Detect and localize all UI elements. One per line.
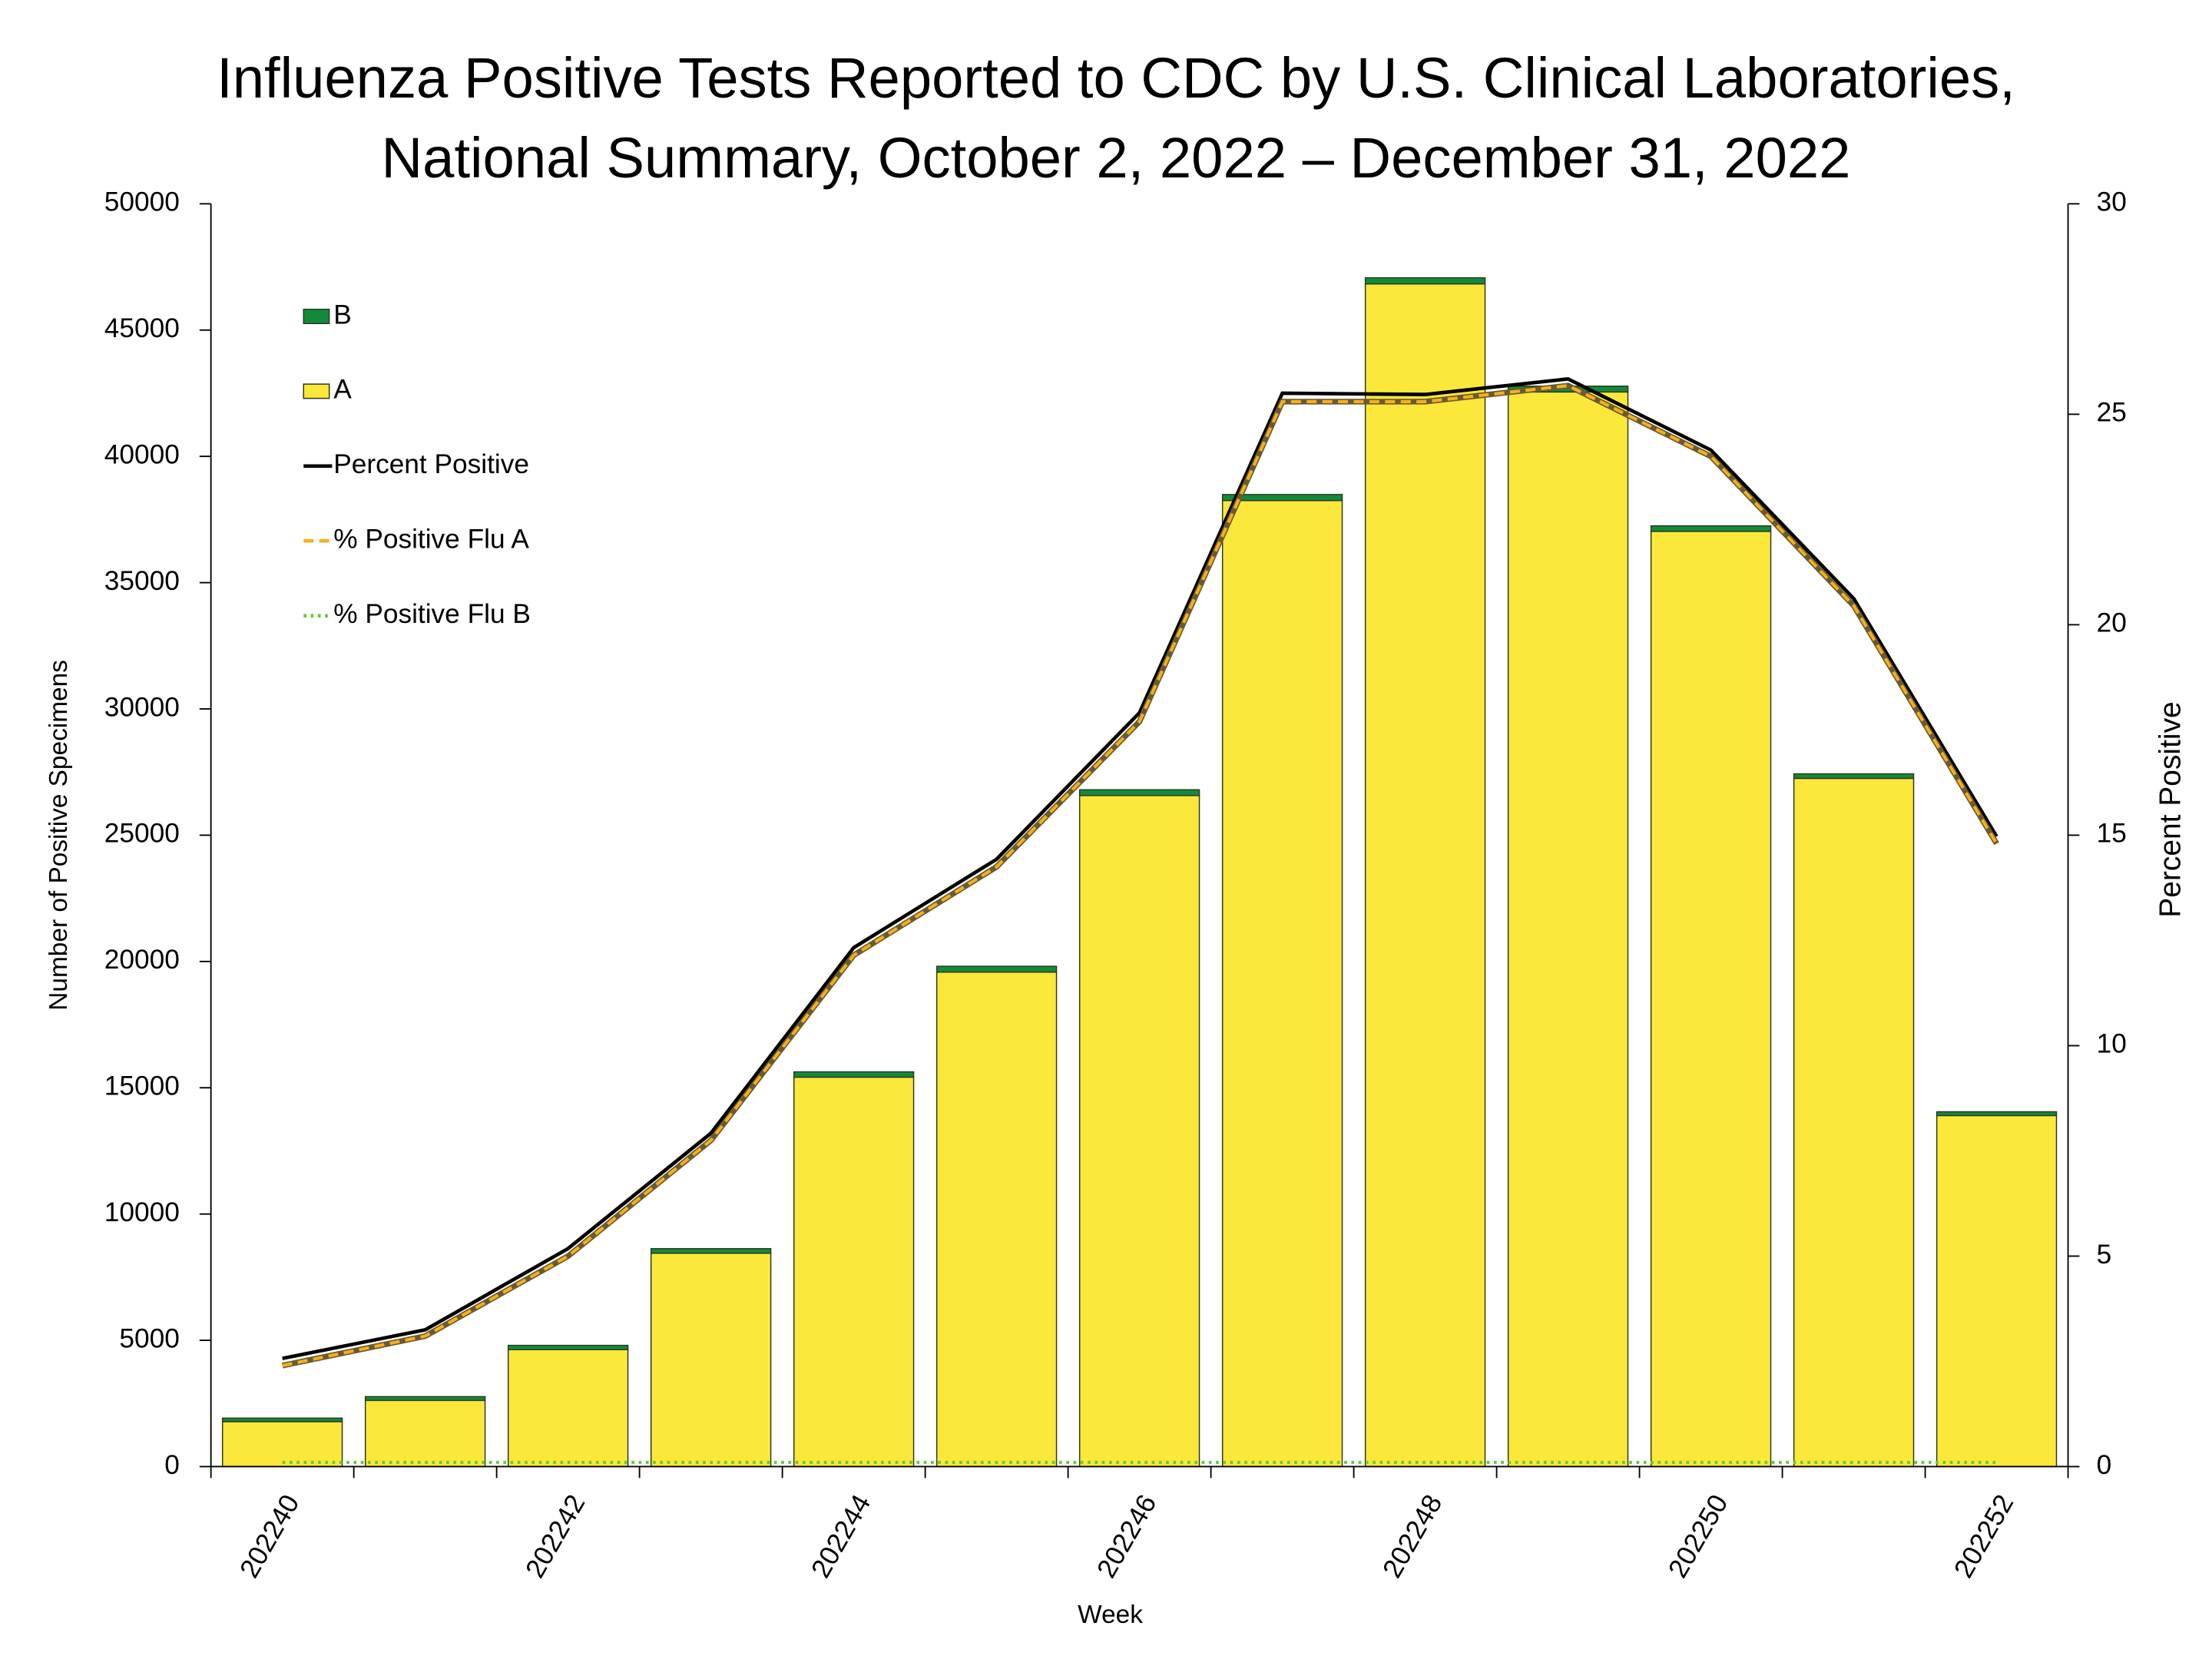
line-series bbox=[282, 384, 1998, 1367]
legend-label: Percent Positive bbox=[333, 449, 529, 479]
bar-segment bbox=[507, 1344, 629, 1350]
bar-segment bbox=[935, 971, 1058, 1468]
y2-tick-label: 10 bbox=[2097, 1029, 2127, 1059]
bar-segment bbox=[793, 1076, 915, 1468]
bar-segment bbox=[364, 1396, 486, 1402]
bar-segment bbox=[1936, 1114, 2058, 1468]
y-tick-label: 45000 bbox=[104, 313, 180, 343]
y-tick-label: 5000 bbox=[119, 1323, 179, 1353]
legend-label: % Positive Flu A bbox=[333, 525, 529, 555]
bar-segment bbox=[507, 1349, 629, 1468]
y2-tick-label: 0 bbox=[2097, 1450, 2112, 1480]
y-tick-label: 0 bbox=[164, 1450, 180, 1480]
y2-tick-label: 20 bbox=[2097, 608, 2127, 638]
bar-segment bbox=[364, 1399, 486, 1468]
legend-label: B bbox=[333, 300, 352, 329]
bar-segment bbox=[1078, 795, 1200, 1468]
bar-segment bbox=[793, 1071, 915, 1078]
bar-segment bbox=[1364, 276, 1486, 285]
bar-segment bbox=[1221, 494, 1343, 502]
legend-label: % Positive Flu B bbox=[333, 599, 531, 629]
bar-segment bbox=[935, 965, 1058, 973]
y2-tick-label: 25 bbox=[2097, 398, 2127, 428]
line-series bbox=[282, 376, 1998, 1360]
chart-title: National Summary, October 2, 2022 – Dece… bbox=[382, 126, 1851, 190]
bar-segment bbox=[1364, 283, 1486, 1468]
x-axis-title: Week bbox=[1078, 1601, 1143, 1629]
x-tick-label: 202248 bbox=[1377, 1489, 1449, 1582]
y-tick-label: 20000 bbox=[104, 945, 180, 975]
x-tick-label: 202242 bbox=[520, 1489, 591, 1582]
x-tick-label: 202246 bbox=[1091, 1489, 1163, 1582]
bar-segment bbox=[1936, 1111, 2058, 1117]
x-tick-label: 202244 bbox=[806, 1489, 877, 1582]
y2-axis-title: Percent Positive bbox=[2154, 701, 2187, 917]
legend-label: A bbox=[333, 375, 352, 405]
x-tick-label: 202252 bbox=[1949, 1489, 2020, 1582]
y2-tick-label: 5 bbox=[2097, 1240, 2112, 1270]
y-tick-label: 10000 bbox=[104, 1197, 180, 1227]
bar-segment bbox=[1793, 773, 1915, 780]
bar-segment bbox=[1793, 777, 1915, 1468]
bar-segment bbox=[650, 1247, 772, 1254]
y-tick-label: 35000 bbox=[104, 566, 180, 596]
y-tick-label: 30000 bbox=[104, 692, 180, 722]
y-axis-title: Number of Positive Specimens bbox=[45, 660, 73, 1011]
bar-segment bbox=[221, 1421, 343, 1468]
bar-segment bbox=[1507, 391, 1629, 1468]
chart-title: Influenza Positive Tests Reported to CDC… bbox=[217, 46, 2015, 110]
y-tick-label: 40000 bbox=[104, 439, 180, 469]
bar-segment bbox=[650, 1252, 772, 1468]
bar-segment bbox=[1650, 531, 1772, 1468]
y2-tick-label: 15 bbox=[2097, 819, 2127, 849]
legend-swatch bbox=[303, 383, 330, 399]
bar-segment bbox=[1078, 789, 1200, 796]
bar-segment bbox=[221, 1417, 343, 1422]
x-tick-label: 202250 bbox=[1663, 1489, 1734, 1582]
y-tick-label: 15000 bbox=[104, 1071, 180, 1101]
x-tick-label: 202240 bbox=[234, 1489, 306, 1582]
bar-segment bbox=[1650, 525, 1772, 532]
y-tick-label: 25000 bbox=[104, 819, 180, 849]
legend-swatch bbox=[303, 308, 330, 324]
y-tick-label: 50000 bbox=[104, 187, 180, 217]
y2-tick-label: 30 bbox=[2097, 187, 2127, 217]
bar-segment bbox=[1221, 499, 1343, 1468]
